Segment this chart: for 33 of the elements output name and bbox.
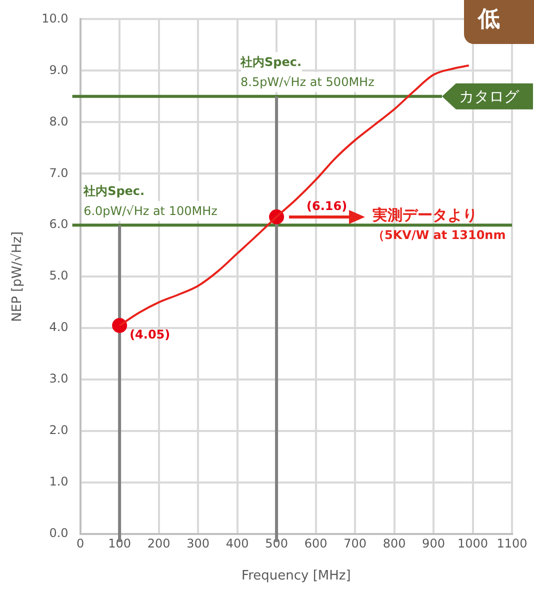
x-tick-label: 0 [76,536,84,550]
x-axis-title: Frequency [MHz] [242,568,351,584]
x-tick-label: 500 [265,536,288,550]
ref-line-label: カタログ [459,87,520,106]
data-label: (4.05) [130,328,170,342]
x-tick-label: 1000 [457,536,488,550]
x-tick-label: 1100 [496,536,528,550]
y-tick-label: 0.0 [49,526,68,540]
y-tick-label: 9.0 [49,62,68,77]
y-tick-label: 6.0 [49,217,68,232]
y-tick-label: 1.0 [49,474,68,489]
annotation: 低 [478,7,500,32]
y-tick-label: 4.0 [49,320,68,334]
annotation: 実測データより [372,206,478,224]
x-tick-label: 100 [108,536,132,550]
y-axis-title: NEP [pW/√Hz] [10,231,26,322]
x-tick-label: 400 [226,536,249,550]
annotation: 社内Spec. 8.5pW/√Hz at 500MHz [240,54,374,92]
y-tick-label: 2.0 [49,423,68,438]
y-tick-label: 3.0 [49,372,68,386]
x-tick-label: 200 [147,536,170,550]
x-tick-label: 800 [382,536,406,550]
y-tick-label: 5.0 [49,268,68,283]
x-tick-label: 700 [344,536,366,550]
y-tick-label: 8.0 [49,114,68,128]
annotation: 社内Spec. 6.0pW/√Hz at 100MHz [84,183,218,220]
y-tick-label: 10.0 [42,11,68,26]
y-tick-label: 7.0 [49,166,68,180]
x-tick-label: 600 [304,536,328,550]
annotation: （5KV/W at 1310nm [372,226,506,244]
data-label: (6.16) [306,199,348,214]
x-tick-label: 300 [186,536,210,550]
x-tick-label: 900 [422,536,445,550]
